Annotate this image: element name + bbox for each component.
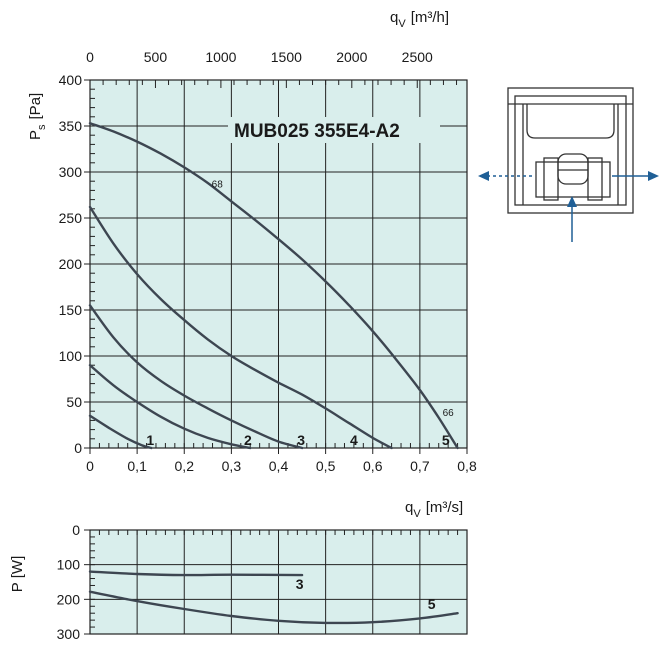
pressure-curve-5	[88, 122, 459, 450]
flow-m3s-axis-unit: [m³/s]	[426, 499, 464, 516]
pressure-curves	[88, 122, 459, 450]
efficiency-annotation: 68	[212, 180, 224, 191]
flow-m3s-axis-sub: V	[413, 508, 421, 520]
airflow-arrows	[478, 171, 659, 242]
power-series-end-labels: 35	[296, 576, 436, 612]
pressure-series-label: 1	[146, 432, 154, 448]
flow-x-tick-labels: 0 0,1 0,2 0,3 0,4 0,5 0,6 0,7 0,8	[86, 448, 477, 474]
flow-m3h-axis-symbol: q	[390, 9, 398, 26]
fan-motor-left	[543, 157, 559, 201]
flow-tick-label: 0,8	[457, 458, 477, 474]
pressure-curve-2	[88, 364, 252, 450]
power-tick-label: 200	[57, 591, 81, 607]
chart-title-backdrop	[228, 117, 440, 143]
flow-m3h-tick-labels: 0 500 1000 1500 2000 2500	[86, 49, 433, 65]
pressure-tick-label: 400	[59, 72, 83, 88]
power-tick-label: 100	[57, 557, 81, 573]
pressure-axis-label: Ps [Pa]	[27, 93, 48, 140]
flow-m3h-tick-label: 2000	[336, 49, 367, 65]
fan-casing	[535, 161, 611, 198]
airflow-left-arrow-icon	[478, 171, 489, 181]
efficiency-annotation: 66	[443, 408, 455, 419]
pressure-tick-label: 0	[74, 440, 82, 456]
flow-tick-label: 0,3	[222, 458, 242, 474]
flow-m3h-tick-label: 1000	[205, 49, 236, 65]
flow-tick-label: 0,1	[127, 458, 147, 474]
power-tick-label: 300	[57, 626, 81, 642]
power-axis-symbol: P	[9, 582, 26, 592]
pressure-tick-label: 50	[66, 394, 82, 410]
chart-title: MUB025 355E4-A2	[234, 121, 400, 142]
power-axis-unit: [W]	[9, 556, 26, 579]
flow-m3s-axis-symbol: q	[405, 499, 413, 516]
flow-tick-label: 0,6	[363, 458, 383, 474]
power-series-label: 3	[296, 576, 304, 592]
flow-m3h-axis-unit: [m³/h]	[411, 9, 449, 26]
flow-m3s-axis-label: qV [m³/s]	[405, 499, 463, 520]
unit-housing	[526, 104, 615, 139]
power-y-tick-labels: 0 100 200 300	[57, 522, 90, 642]
pressure-curve-1	[88, 414, 153, 450]
flow-m3h-tick-label: 0	[86, 49, 94, 65]
flow-tick-label: 0,7	[410, 458, 430, 474]
pressure-tick-label: 300	[59, 164, 83, 180]
power-minor-ticks	[89, 529, 468, 635]
pressure-series-label: 4	[350, 432, 358, 448]
pressure-series-label: 5	[442, 432, 450, 448]
power-tick-label: 0	[72, 522, 80, 538]
pressure-axis-unit: [Pa]	[27, 93, 44, 120]
flow-m3h-tick-label: 500	[144, 49, 168, 65]
unit-outer-frame	[507, 87, 634, 214]
flow-tick-label: 0	[86, 458, 94, 474]
unit-airflow-diagram	[507, 87, 634, 214]
pressure-curve-annotations: 68 66	[212, 180, 454, 419]
power-curve-5	[88, 590, 459, 625]
pressure-tick-label: 150	[59, 302, 83, 318]
power-curve-3	[88, 570, 304, 577]
pressure-series-label: 3	[297, 432, 305, 448]
power-curves	[88, 570, 459, 625]
flow-tick-label: 0,2	[175, 458, 195, 474]
flow-tick-label: 0,4	[269, 458, 289, 474]
flow-m3h-tick-label: 2500	[402, 49, 433, 65]
pressure-series-label: 2	[244, 432, 252, 448]
pressure-series-end-labels: 1 2 3 4 5	[146, 432, 449, 448]
pressure-axis-sub: s	[36, 124, 48, 130]
flow-m3h-axis-sub: V	[398, 18, 406, 30]
pressure-tick-label: 100	[59, 348, 83, 364]
fan-motor-right	[587, 157, 603, 201]
unit-inner-frame	[514, 95, 627, 206]
airflow-right-arrow-icon	[648, 171, 659, 181]
airflow-inlet-arrow-icon	[567, 196, 577, 207]
pressure-tick-label: 250	[59, 210, 83, 226]
pressure-tick-label: 350	[59, 118, 83, 134]
pressure-curve-4	[88, 205, 393, 450]
flow-m3h-tick-label: 1500	[271, 49, 302, 65]
pressure-tick-label: 200	[59, 256, 83, 272]
flow-tick-label: 0,5	[316, 458, 336, 474]
power-axis-label: P [W]	[9, 556, 26, 593]
pressure-y-tick-labels: 0 50 100 150 200 250 300 350 400	[59, 72, 90, 456]
flow-m3h-axis-label: qV [m³/h]	[390, 9, 449, 30]
pressure-axis-symbol: P	[27, 130, 44, 140]
power-series-label: 5	[428, 596, 436, 612]
pressure-curve-3	[88, 304, 304, 450]
fan-impeller	[557, 153, 589, 185]
